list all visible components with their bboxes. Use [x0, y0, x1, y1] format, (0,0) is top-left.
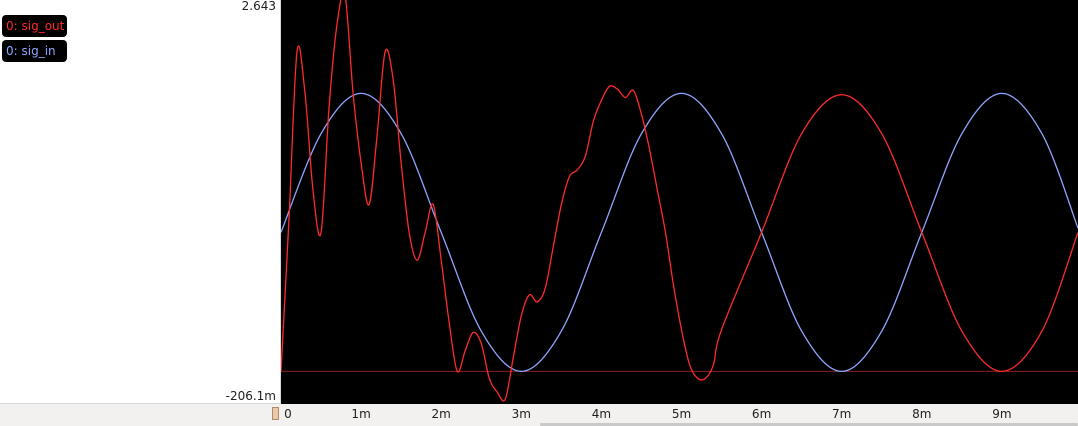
- y-axis-min-label: -206.1m: [225, 389, 276, 403]
- series-sig-out-line: [281, 0, 1078, 402]
- trace-legend-panel: 0: sig_out 0: sig_in 2.643 -206.1m: [0, 0, 281, 404]
- x-tick-label: 0: [284, 407, 292, 421]
- trace-button-sig-out[interactable]: 0: sig_out: [2, 15, 67, 37]
- waveform-svg: [281, 0, 1078, 402]
- x-tick-label: 9m: [992, 407, 1012, 421]
- x-axis-bar: 0 1m 2m 3m 4m 5m 6m 7m 8m 9m: [281, 404, 1078, 426]
- x-tick-label: 4m: [591, 407, 612, 421]
- x-tick-label: 6m: [751, 407, 772, 421]
- cursor-marker-handle[interactable]: [272, 407, 279, 420]
- x-tick-label: 1m: [351, 407, 371, 421]
- horizontal-scrollbar[interactable]: [540, 423, 1078, 426]
- trace-button-sig-in[interactable]: 0: sig_in: [2, 40, 67, 62]
- y-axis-max-label: 2.643: [241, 0, 276, 13]
- x-tick-label: 3m: [511, 407, 531, 421]
- series-sig-in-line: [281, 92, 1078, 373]
- waveform-plot[interactable]: [281, 0, 1078, 404]
- x-tick-label: 2m: [431, 407, 451, 421]
- x-tick-label: 8m: [912, 407, 932, 421]
- x-tick-label: 5m: [671, 407, 692, 421]
- x-tick-label: 7m: [832, 407, 852, 421]
